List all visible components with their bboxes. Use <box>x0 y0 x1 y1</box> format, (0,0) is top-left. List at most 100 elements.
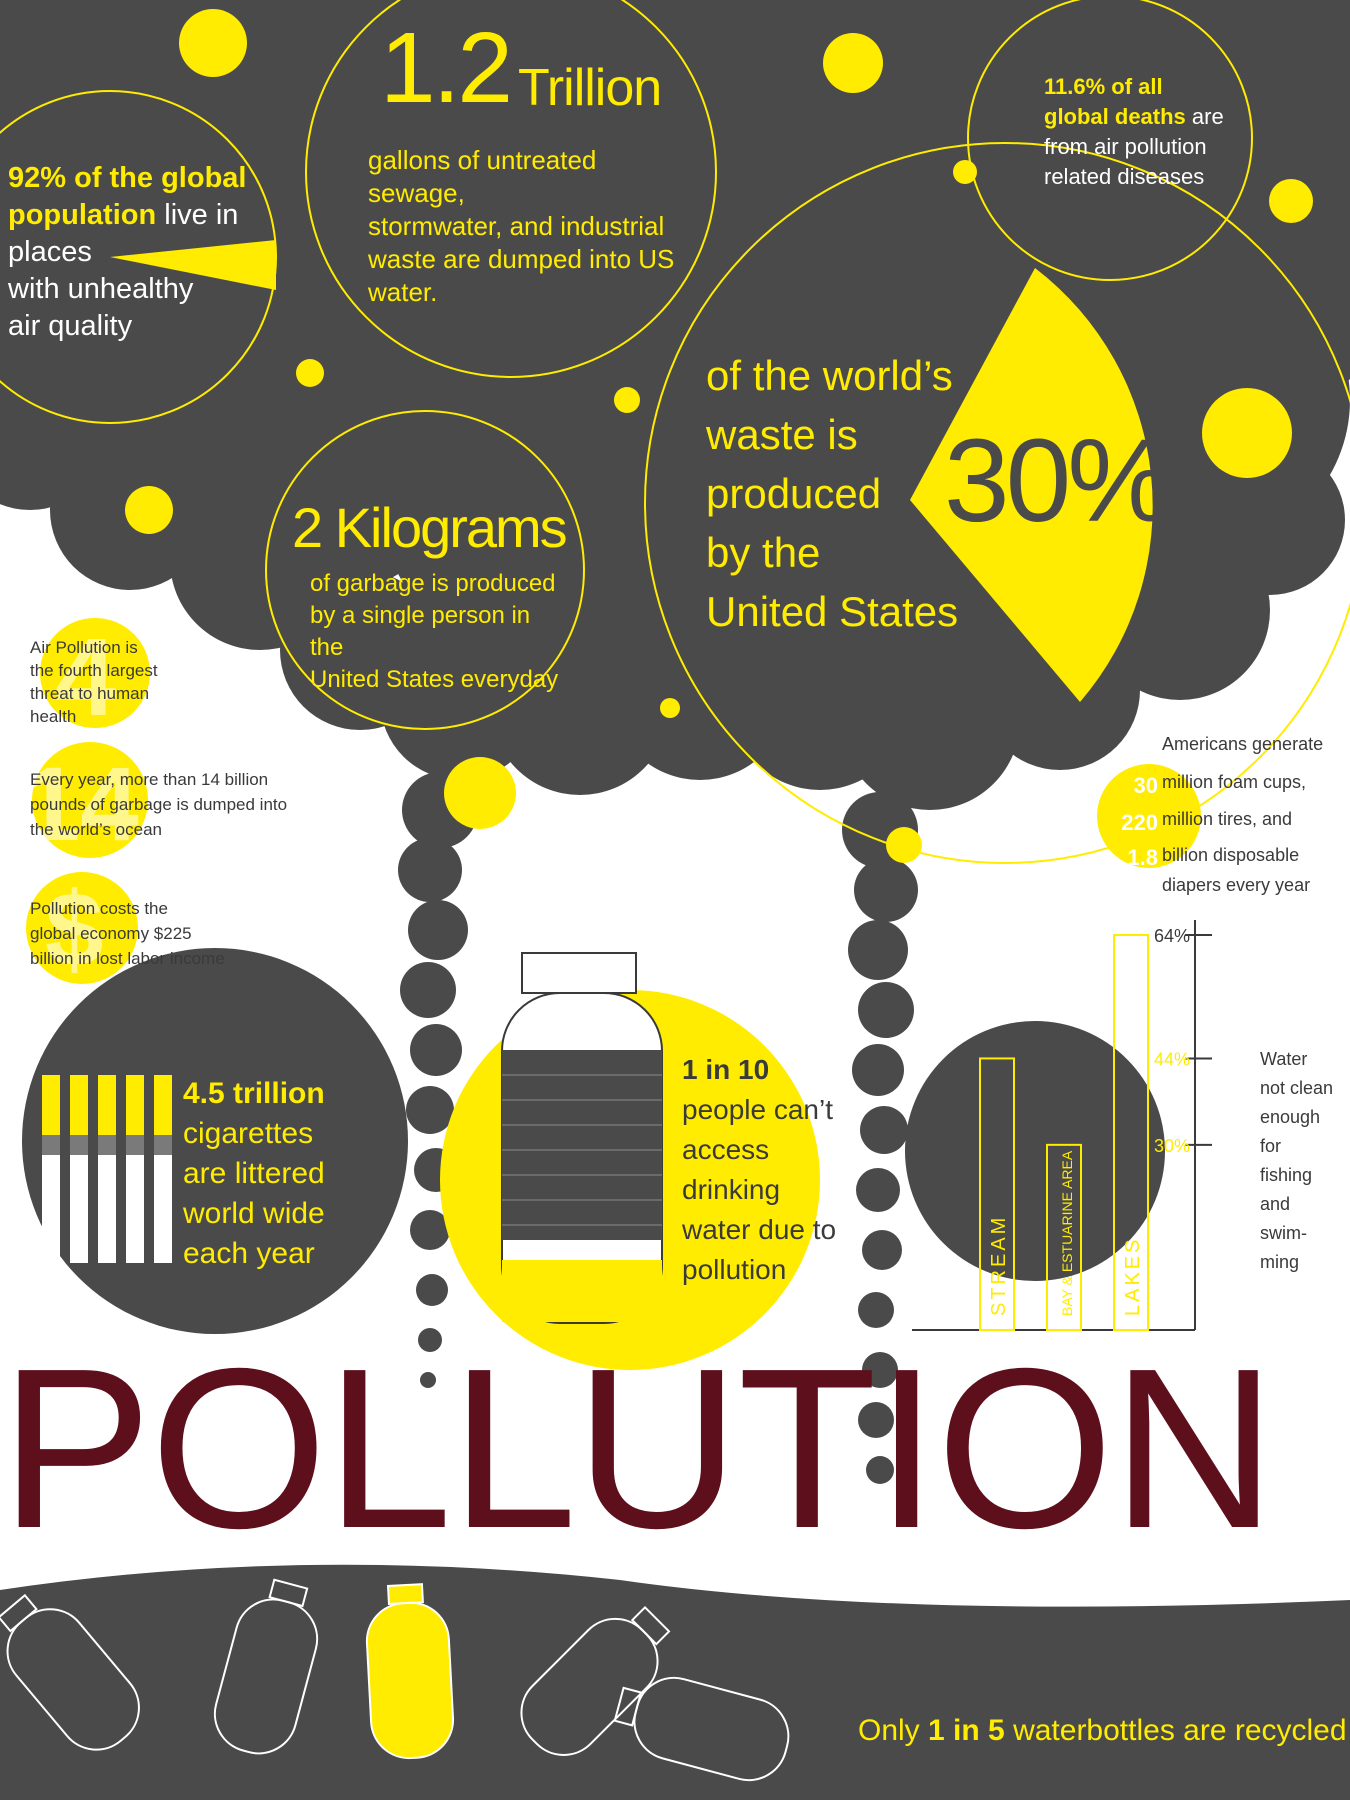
fact-ocean-garbage: Every year, more than 14 billion pounds … <box>30 767 310 842</box>
fact-3-line-2: global economy $225 <box>30 924 192 943</box>
water-bottle-icon <box>501 952 663 1324</box>
chart-bar-bay-estuarine-area <box>1046 1143 1082 1331</box>
water-chart-side-label: Water not clean enough for fishing and s… <box>1260 1045 1340 1277</box>
population-rest-3: with unhealthy <box>8 273 194 305</box>
sewage-line-2: stormwater, and industrial <box>368 211 665 241</box>
waste-line-3: produced <box>706 470 882 517</box>
water-side-line-3: enough <box>1260 1107 1321 1127</box>
water-access-line-2: people can’t <box>682 1094 834 1125</box>
chart-category-label: STREAM <box>988 1215 1010 1316</box>
water-side-line-7: swim- <box>1260 1223 1307 1243</box>
fact-1-line-4: health <box>30 707 77 726</box>
chart-tick-label: 44% <box>1154 1049 1190 1069</box>
cigarettes-line-4: world wide <box>183 1197 325 1230</box>
chart-tick-label: 64% <box>1154 926 1190 946</box>
fact-icon-4: 4 <box>55 616 116 739</box>
americans-num-3: 1.8 <box>1127 845 1158 870</box>
recycle-post: waterbottles are recycled <box>1004 1714 1347 1747</box>
garbage-circle <box>265 410 585 730</box>
population-rest-2: places <box>8 236 92 268</box>
water-side-line-5: fishing <box>1260 1165 1313 1185</box>
americans-num-1: 30 <box>1133 773 1158 798</box>
fact-icon-dollar: $ <box>45 871 103 988</box>
recycle-text: Only 1 in 5 waterbottles are recycled <box>858 1713 1347 1749</box>
smoke-streams <box>398 772 918 1484</box>
population-bold-2: population <box>8 199 157 231</box>
fact-1-line-1: Air Pollution is <box>30 638 138 657</box>
cigarettes-bold: 4.5 trillion <box>183 1077 325 1110</box>
americans-label-2: million tires, and <box>1162 809 1293 829</box>
ground <box>0 1564 1350 1800</box>
waste-line-2: waste is <box>706 411 858 458</box>
fact-2-line-1: Every year, more than 14 billion <box>30 770 269 789</box>
garbage-big: 2 Kilograms <box>292 496 568 559</box>
garbage-line-2: by a single person in the <box>310 602 531 661</box>
water-side-line-8: ming <box>1260 1252 1300 1272</box>
water-access-bold: 1 in 10 <box>682 1054 770 1085</box>
deaths-circle <box>967 0 1253 281</box>
chart-bar-lakes <box>1113 934 1149 1331</box>
recycle-bold: 1 in 5 <box>928 1714 1005 1747</box>
water-access-text: 1 in 10 people can’t access drinking wat… <box>682 1050 852 1290</box>
water-access-line-5: water due to <box>682 1214 837 1245</box>
cigarette-circle <box>22 948 408 1334</box>
sewage-line-4: water. <box>368 277 438 307</box>
recycle-pre: Only <box>858 1714 929 1747</box>
americans-footer: diapers every year <box>1162 875 1311 895</box>
page-title: POLLUTION <box>0 1322 1276 1576</box>
water-side-line-1: Water <box>1260 1049 1308 1069</box>
garbage-text: of garbage is produced by a single perso… <box>310 568 570 696</box>
americans-circle <box>1097 764 1201 868</box>
deaths-bold-2: global deaths <box>1044 104 1186 129</box>
water-access-line-6: pollution <box>682 1254 787 1285</box>
deaths-rest-2: from air pollution <box>1044 134 1207 159</box>
fact-1-line-2: the fourth largest <box>30 661 158 680</box>
deaths-rest-1: are <box>1185 104 1224 129</box>
americans-num-2: 220 <box>1121 810 1158 835</box>
deaths-rest-3: related diseases <box>1044 164 1205 189</box>
sewage-unit: Trillion <box>518 59 662 117</box>
water-access-line-3: access <box>682 1134 770 1165</box>
waste-line-5: United States <box>706 588 959 635</box>
recycle-bottles <box>0 1578 790 1782</box>
yellow-dots <box>125 9 1313 863</box>
fact-icon-14: 14 <box>22 746 139 863</box>
smoke-cloud <box>0 0 1350 810</box>
americans-label-3: billion disposable <box>1162 845 1300 865</box>
fact-economy-cost: Pollution costs the global economy $225 … <box>30 896 270 971</box>
americans-label-1: million foam cups, <box>1162 772 1307 792</box>
water-access-line-4: drinking <box>682 1174 781 1205</box>
chart-category-label: LAKES <box>1122 1237 1144 1316</box>
population-rest-4: air quality <box>8 310 133 342</box>
water-side-line-4: for <box>1260 1136 1282 1156</box>
fact-2-line-2: pounds of garbage is dumped into <box>30 795 288 814</box>
chart-category-label: BAY & ESTUARINE AREA <box>1059 1150 1075 1316</box>
sewage-text: gallons of untreated sewage, stormwater,… <box>368 144 688 309</box>
garbage-line-1: of garbage is produced <box>310 570 556 597</box>
water-side-line-2: not clean <box>1260 1078 1334 1098</box>
cigarettes-icon <box>42 1075 172 1263</box>
waste-line-1: of the world’s <box>706 352 953 399</box>
waste-circle <box>644 142 1350 864</box>
garbage-line-3: United States everyday <box>310 666 559 693</box>
water-chart-circle <box>905 1021 1165 1281</box>
population-bold-1: 92% of the global <box>8 162 247 194</box>
water-side-line-6: and <box>1260 1194 1291 1214</box>
cigarettes-text: 4.5 trillion cigarettes are littered wor… <box>183 1074 373 1274</box>
deaths-stat: 11.6% of all global deaths are from air … <box>1044 72 1244 192</box>
fact-1-line-3: threat to human <box>30 684 150 703</box>
sewage-line-3: waste are dumped into US <box>368 244 675 274</box>
sewage-circle <box>305 0 717 378</box>
cigarettes-line-5: each year <box>183 1237 315 1270</box>
fact-3-line-3: billion in lost labor income <box>30 949 225 968</box>
deaths-bold-1: 11.6% of all <box>1044 74 1163 99</box>
sewage-line-1: gallons of untreated sewage, <box>368 145 597 208</box>
sewage-big-number: 1.2 <box>380 12 513 124</box>
water-chart: STREAM BAY & ESTUARINE AREA LAKES 64% 44% 30% <box>912 920 1212 1331</box>
waste-pie-slice <box>910 268 1153 702</box>
chart-bar-stream <box>979 1057 1015 1331</box>
population-wedge <box>110 240 276 290</box>
fact-2-line-3: the world’s ocean <box>30 820 162 839</box>
